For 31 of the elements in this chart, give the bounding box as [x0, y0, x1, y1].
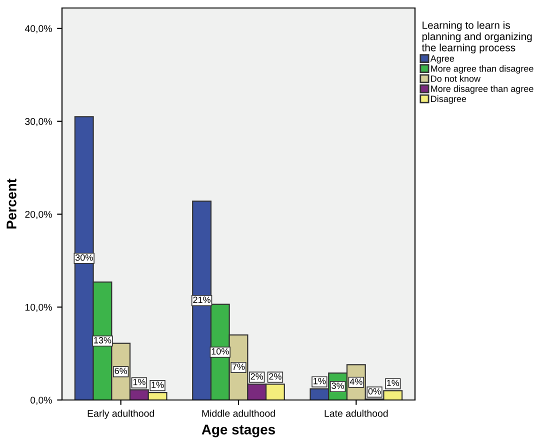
x-tick-label: Early adulthood — [88, 410, 154, 419]
legend-label: Agree — [430, 55, 454, 64]
data-label: 10% — [212, 348, 229, 355]
data-label: 6% — [114, 368, 128, 374]
data-label: 4% — [350, 378, 362, 385]
data-label: 21% — [193, 296, 210, 303]
data-label: 13% — [94, 337, 112, 344]
data-label: 0% — [368, 388, 381, 394]
data-label: 1% — [133, 378, 146, 386]
data-label: 1% — [314, 378, 326, 384]
data-label: 1% — [387, 380, 400, 386]
x-tick-label: Late adulthood — [324, 410, 388, 417]
y-tick-label: 20,0% — [25, 210, 52, 219]
legend-title: Learning to learn is planning and organizing the learning process — [422, 21, 532, 54]
data-label: 3% — [332, 382, 344, 389]
y-tick-label: 40,0% — [24, 25, 52, 34]
legend-label: More agree than disagree — [431, 65, 534, 74]
y-tick-label: 0,0% — [30, 396, 52, 405]
y-axis-title: Percent — [6, 178, 16, 229]
legend-label: More disagree than agree — [431, 85, 534, 94]
x-axis-title: Age stages — [202, 424, 275, 438]
data-label: 7% — [232, 364, 245, 370]
x-tick-label: Middle adulthood — [202, 410, 275, 417]
data-label: 30% — [75, 254, 93, 261]
legend-label: Do not know — [431, 75, 481, 82]
legend-label: Disagree — [431, 95, 466, 104]
y-tick-label: 30,0% — [25, 118, 52, 126]
y-tick-label: 10,0% — [25, 304, 52, 312]
data-label: 2% — [250, 373, 264, 380]
data-label: 1% — [152, 382, 164, 388]
data-label: 2% — [269, 373, 282, 380]
